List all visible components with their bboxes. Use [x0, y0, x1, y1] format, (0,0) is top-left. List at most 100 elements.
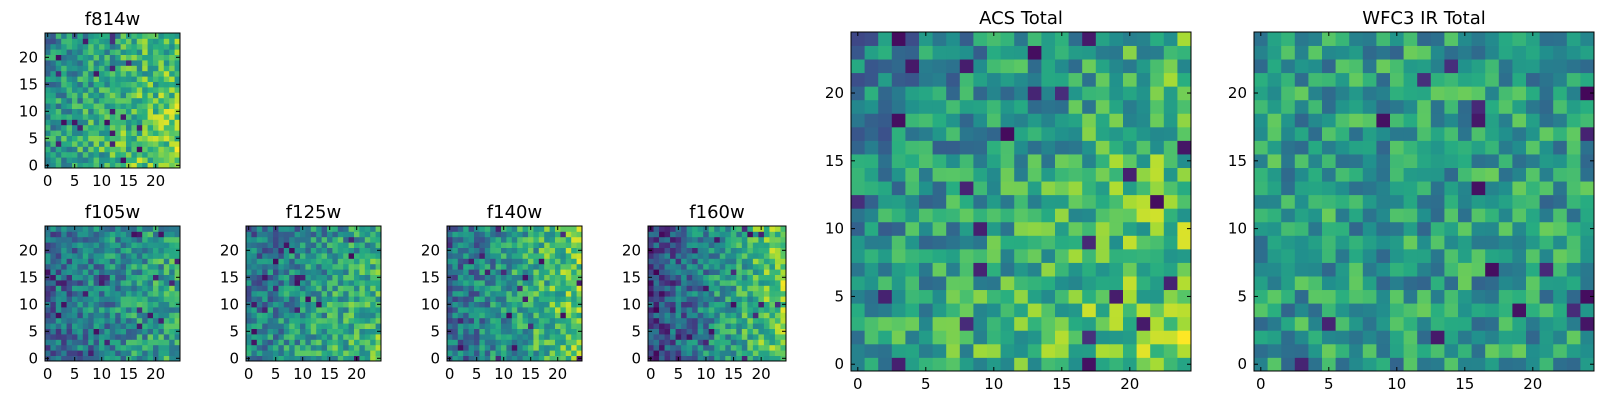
- heatmap-cell: [77, 114, 84, 120]
- heatmap-cell: [1498, 357, 1513, 372]
- heatmap-cell: [878, 72, 893, 87]
- heatmap-cell: [45, 344, 51, 351]
- heatmap-cell: [370, 339, 376, 346]
- heatmap-cell: [359, 242, 366, 248]
- heatmap-cell: [1458, 181, 1472, 196]
- heatmap-cell: [708, 301, 715, 308]
- heatmap-cell: [511, 274, 518, 281]
- heatmap-cell: [763, 269, 770, 275]
- heatmap-cell: [1055, 72, 1069, 87]
- heatmap-cell: [878, 276, 893, 291]
- heatmap-cell: [1123, 99, 1137, 114]
- heatmap-cell: [1068, 303, 1083, 318]
- heatmap-cell: [169, 141, 175, 147]
- heatmap-cell: [337, 290, 344, 297]
- heatmap-cell: [692, 242, 699, 248]
- heatmap-cell: [946, 99, 961, 114]
- heatmap-cell: [973, 221, 988, 236]
- heatmap-cell: [763, 242, 770, 248]
- heatmap-cell: [66, 355, 73, 362]
- heatmap-cells: [45, 226, 181, 362]
- heatmap-cell: [104, 344, 111, 351]
- heatmap-cell: [905, 289, 920, 304]
- heatmap-cell: [741, 334, 748, 340]
- heatmap-cell: [719, 312, 726, 319]
- heatmap-cell: [300, 258, 306, 265]
- heatmap-cell: [774, 269, 781, 275]
- heatmap-cell: [72, 258, 78, 265]
- heatmap-cell: [1512, 316, 1527, 331]
- heatmap-cell: [1136, 181, 1151, 196]
- heatmap-cell: [1444, 32, 1459, 46]
- heatmap-cell: [115, 162, 121, 169]
- heatmap-cell: [973, 248, 988, 263]
- heatmap-cell: [115, 323, 121, 329]
- heatmap-cell: [725, 323, 732, 329]
- heatmap-cell: [736, 247, 743, 254]
- heatmap-cell: [1095, 289, 1110, 304]
- heatmap-cell: [511, 334, 518, 340]
- heatmap-cell: [158, 151, 165, 158]
- heatmap-cell: [136, 269, 143, 275]
- heatmap-cell: [686, 307, 693, 313]
- heatmap-cell: [878, 262, 893, 277]
- heatmap-cell: [1294, 59, 1309, 74]
- heatmap-cell: [93, 285, 100, 292]
- heatmap-cell: [375, 253, 382, 259]
- heatmap-cell: [1335, 45, 1350, 60]
- heatmap-cell: [104, 236, 111, 243]
- heatmap-cell: [278, 274, 285, 281]
- heatmap-cell: [45, 70, 51, 77]
- heatmap-cell: [659, 290, 665, 297]
- heatmap-cell: [93, 307, 100, 313]
- heatmap-cell: [131, 301, 138, 308]
- heatmap-cell: [142, 301, 148, 308]
- heatmap-cell: [719, 317, 726, 324]
- heatmap-cell: [457, 280, 464, 286]
- heatmap-cell: [1123, 113, 1137, 128]
- heatmap-cell: [851, 289, 865, 304]
- heatmap-cell: [905, 113, 920, 128]
- heatmap-cell: [457, 296, 464, 302]
- heatmap-cell: [115, 151, 121, 158]
- heatmap-cell: [1430, 262, 1445, 277]
- heatmap-cell: [278, 307, 285, 313]
- heatmap-cell: [104, 65, 111, 72]
- heatmap-cell: [45, 312, 51, 319]
- panel-title: f814w: [85, 9, 140, 30]
- heatmap-cell: [538, 231, 545, 238]
- y-tick-label: 10: [19, 102, 38, 120]
- heatmap-cell: [136, 49, 143, 55]
- heatmap-cell: [136, 81, 143, 88]
- heatmap-cell: [88, 60, 94, 66]
- heatmap-cell: [364, 236, 371, 243]
- heatmap-cell: [1417, 357, 1432, 372]
- heatmap-cell: [479, 355, 486, 362]
- heatmap-cell: [321, 247, 328, 254]
- heatmap-cell: [104, 162, 111, 169]
- heatmap-cell: [447, 263, 453, 270]
- heatmap-cell: [959, 154, 974, 168]
- heatmap-cell: [147, 49, 154, 55]
- heatmap-cell: [93, 355, 100, 362]
- heatmap-cell: [1041, 140, 1056, 155]
- heatmap-cell: [714, 350, 721, 356]
- heatmap-cell: [1308, 248, 1323, 263]
- heatmap-cell: [348, 242, 355, 248]
- heatmap-cell: [747, 339, 754, 346]
- heatmap-cell: [1150, 316, 1165, 331]
- heatmap-cell: [648, 312, 654, 319]
- heatmap-cell: [1553, 167, 1568, 182]
- heatmap-cell: [72, 130, 78, 136]
- heatmap-cell: [278, 312, 285, 319]
- heatmap-cell: [1403, 181, 1418, 196]
- heatmap-cell: [1430, 330, 1445, 345]
- heatmap-cell: [1308, 72, 1323, 87]
- heatmap-cell: [468, 231, 475, 238]
- heatmap-cell: [708, 285, 715, 292]
- heatmap-cell: [571, 301, 577, 308]
- heatmap-cell: [126, 43, 132, 50]
- heatmap-cell: [517, 344, 523, 351]
- heatmap-cell: [300, 253, 306, 259]
- heatmap-cell: [1014, 59, 1029, 74]
